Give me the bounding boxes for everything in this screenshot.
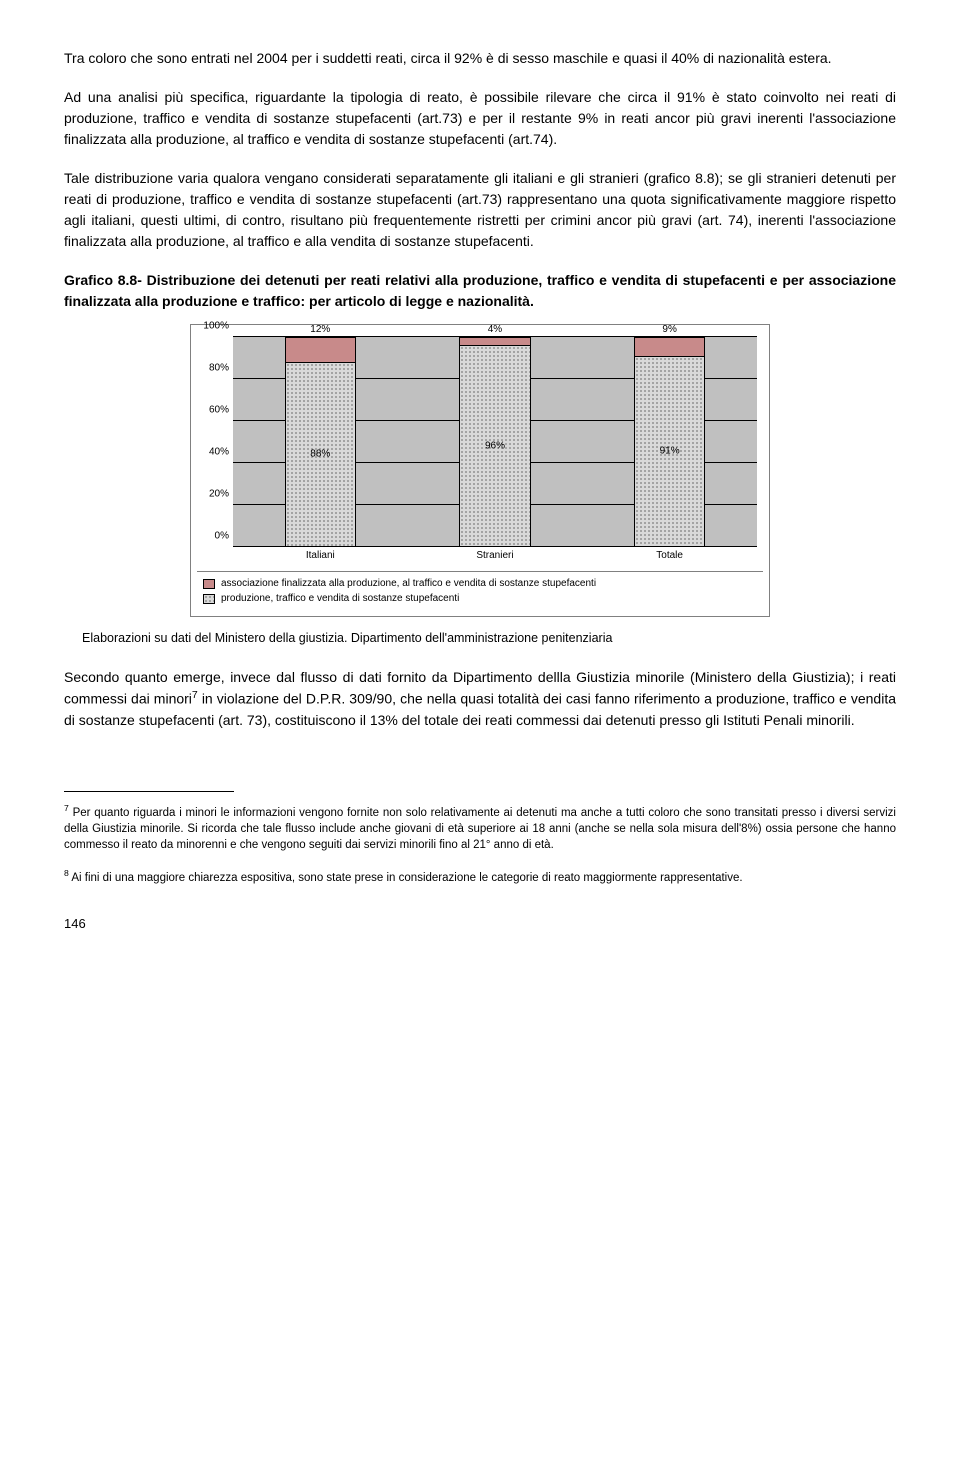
y-tick-0: 0% xyxy=(215,531,229,542)
seg-bottom-0: 88% xyxy=(286,363,355,546)
y-tick-2: 40% xyxy=(209,447,229,458)
y-tick-3: 60% xyxy=(209,405,229,416)
legend-swatch-bottom xyxy=(203,594,215,604)
page-number: 146 xyxy=(64,916,896,931)
paragraph-1: Tra coloro che sono entrati nel 2004 per… xyxy=(64,48,896,69)
legend-label-top: associazione finalizzata alla produzione… xyxy=(221,578,596,589)
chart-source: Elaborazioni su dati del Ministero della… xyxy=(82,631,896,645)
paragraph-2: Ad una analisi più specifica, riguardant… xyxy=(64,87,896,150)
seg-bottom-label-2: 91% xyxy=(660,446,680,457)
bars-row: 12% 88% 4% 96% 9% xyxy=(233,337,757,547)
legend-row-top: associazione finalizzata alla produzione… xyxy=(203,578,757,589)
y-tick-1: 20% xyxy=(209,489,229,500)
footnote-text-7: Per quanto riguarda i minori le informaz… xyxy=(64,806,896,850)
footnote-rule xyxy=(64,791,234,792)
footnote-text-8: Ai fini di una maggiore chiarezza esposi… xyxy=(69,872,743,884)
x-label-2: Totale xyxy=(612,547,727,561)
y-tick-4: 80% xyxy=(209,363,229,374)
paragraph-3: Tale distribuzione varia qualora vengano… xyxy=(64,168,896,252)
seg-bottom-2: 91% xyxy=(635,357,704,546)
legend: associazione finalizzata alla produzione… xyxy=(197,571,763,610)
legend-swatch-top xyxy=(203,579,215,589)
seg-top-1 xyxy=(460,338,529,346)
seg-top-0 xyxy=(286,338,355,363)
x-label-1: Stranieri xyxy=(437,547,552,561)
y-axis: 0% 20% 40% 60% 80% 100% xyxy=(197,337,233,547)
y-tick-5: 100% xyxy=(203,321,229,332)
chart-container: 0% 20% 40% 60% 80% 100% 12% 88% xyxy=(190,324,770,617)
footnote-8: 8 Ai fini di una maggiore chiarezza espo… xyxy=(64,867,896,886)
bar-totale: 9% 91% xyxy=(612,337,727,547)
bar-top-label-1: 4% xyxy=(488,324,502,335)
seg-top-2 xyxy=(635,338,704,357)
legend-row-bottom: produzione, traffico e vendita di sostan… xyxy=(203,593,757,604)
legend-label-bottom: produzione, traffico e vendita di sostan… xyxy=(221,593,459,604)
paragraph-4: Secondo quanto emerge, invece dal flusso… xyxy=(64,667,896,731)
bar-stranieri: 4% 96% xyxy=(437,337,552,547)
bar-top-label-0: 12% xyxy=(310,324,330,335)
seg-bottom-label-0: 88% xyxy=(310,449,330,460)
x-label-0: Italiani xyxy=(263,547,378,561)
x-axis: Italiani Stranieri Totale xyxy=(233,547,757,567)
bar-top-label-2: 9% xyxy=(662,324,676,335)
seg-bottom-label-1: 96% xyxy=(485,441,505,452)
footnote-7: 7 Per quanto riguarda i minori le inform… xyxy=(64,802,896,853)
chart-caption: Grafico 8.8- Distribuzione dei detenuti … xyxy=(64,270,896,312)
bar-italiani: 12% 88% xyxy=(263,337,378,547)
plot-area: 0% 20% 40% 60% 80% 100% 12% 88% xyxy=(233,337,757,567)
seg-bottom-1: 96% xyxy=(460,346,529,546)
